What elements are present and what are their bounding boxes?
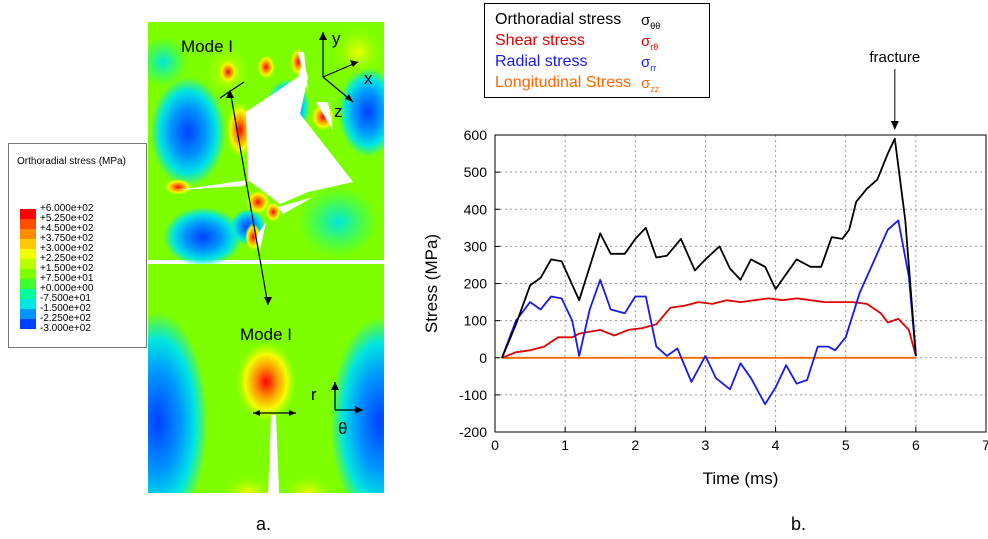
y-tick-label: -100 — [459, 387, 487, 403]
series-line-shear-stress — [501, 297, 917, 359]
legend-symbol-subscript: θθ — [650, 21, 661, 31]
legend-symbol-sigma: σ — [641, 54, 651, 71]
colorbar-tick-label: +7.500e+01 — [40, 273, 94, 284]
x-tick-label: 6 — [912, 437, 920, 453]
colorbar-tick-label: +5.250e+02 — [40, 213, 94, 224]
legend-entry-symbol: σθθ — [641, 12, 660, 31]
colorbar-tick-label: +0.000e+00 — [40, 283, 94, 294]
colorbar-tick-label: -3.000e+02 — [40, 323, 91, 334]
bottom-contour-image — [148, 264, 384, 493]
axis-r-label: r — [311, 385, 317, 404]
panel-label-b: b. — [791, 514, 807, 534]
y-tick-label: 100 — [464, 313, 488, 329]
legend-symbol-sigma: σ — [641, 12, 651, 29]
colorbar-swatch — [20, 319, 36, 329]
contour-plot-images: Mode I Mode I y x z r θ — [148, 22, 384, 493]
axis-x-label: x — [364, 69, 373, 88]
stress-time-chart: 0 1 2 3 4 5 6 7 -200 -100 0 100 200 300 400 500 600 Time… — [422, 49, 988, 488]
y-tick-label: 500 — [464, 164, 488, 180]
colorbar-tick-label: +4.500e+02 — [40, 223, 94, 234]
mode-label-top: Mode I — [181, 37, 233, 56]
fracture-annotation: fracture — [869, 49, 920, 66]
colorbar-legend: Orthoradial stress (MPa) +6.000e+02 +5.25… — [8, 143, 147, 348]
series-legend: Orthoradial stress σθθ Shear stress σrθ Radi… — [484, 3, 710, 98]
colorbar-swatch — [20, 279, 36, 289]
y-tick-label: 400 — [464, 201, 488, 217]
y-tick-label: 300 — [464, 238, 488, 254]
x-tick-label: 5 — [842, 437, 850, 453]
x-tick-label: 4 — [772, 437, 780, 453]
y-tick-label: -200 — [459, 424, 487, 440]
colorbar-swatch — [20, 269, 36, 279]
x-tick-label: 3 — [702, 437, 710, 453]
colorbar-swatch — [20, 219, 36, 229]
y-tick-label: 200 — [464, 276, 488, 292]
legend-entry-symbol: σrθ — [641, 33, 658, 52]
colorbar-tick-label: -2.250e+02 — [40, 313, 91, 324]
legend-entry-name: Longitudinal Stress — [495, 74, 632, 91]
y-tick-label: 600 — [464, 127, 488, 143]
legend-symbol-subscript: rθ — [650, 42, 659, 52]
x-tick-label: 0 — [491, 437, 499, 453]
legend-symbol-sigma: σ — [641, 75, 651, 92]
colorbar-tick-label: -7.500e+01 — [40, 293, 91, 304]
colorbar-swatch — [20, 309, 36, 319]
series-line-radial-stress — [501, 219, 917, 406]
y-tick-label: 0 — [479, 350, 487, 366]
axis-theta-label: θ — [338, 419, 347, 438]
colorbar-swatch — [20, 249, 36, 259]
mode-label-bottom: Mode I — [240, 325, 292, 344]
legend-entry-name: Shear stress — [495, 32, 585, 49]
legend-entry-name: Orthoradial stress — [495, 11, 622, 28]
colorbar-swatch — [20, 239, 36, 249]
top-contour-image — [148, 22, 384, 267]
colorbar-tick-label: +3.000e+02 — [40, 243, 94, 254]
y-axis-label: Stress (MPa) — [422, 234, 441, 333]
legend-entry-symbol: σzz — [641, 75, 659, 94]
legend-symbol-sigma: σ — [641, 33, 651, 50]
legend-entry-symbol: σrr — [641, 54, 656, 73]
colorbar-swatch — [20, 209, 36, 219]
colorbar-tick-label: +1.500e+02 — [40, 263, 94, 274]
colorbar-swatch — [20, 229, 36, 239]
colorbar-title: Orthoradial stress (MPa) — [17, 156, 126, 167]
colorbar-tick-label: -1.500e+02 — [40, 303, 91, 314]
colorbar-tick-label: +3.750e+02 — [40, 233, 94, 244]
plot-frame — [494, 134, 987, 433]
colorbar-tick-label: +2.250e+02 — [40, 253, 94, 264]
legend-symbol-subscript: zz — [650, 84, 660, 94]
colorbar-swatch — [20, 259, 36, 269]
colorbar-tick-label: +6.000e+02 — [40, 203, 94, 214]
axis-z-label: z — [334, 102, 343, 121]
x-tick-label: 7 — [982, 437, 988, 453]
panel-label-a: a. — [256, 514, 272, 534]
x-tick-label: 1 — [561, 437, 569, 453]
x-tick-label: 2 — [631, 437, 639, 453]
colorbar-swatch — [20, 289, 36, 299]
series-line-orthoradial-stress — [501, 137, 917, 359]
x-axis-label: Time (ms) — [703, 469, 779, 488]
fracture-arrow-head — [890, 121, 899, 130]
legend-entry-name: Radial stress — [495, 53, 588, 70]
legend-symbol-subscript: rr — [650, 63, 657, 73]
colorbar-swatch — [20, 299, 36, 309]
axis-y-label: y — [332, 29, 341, 48]
